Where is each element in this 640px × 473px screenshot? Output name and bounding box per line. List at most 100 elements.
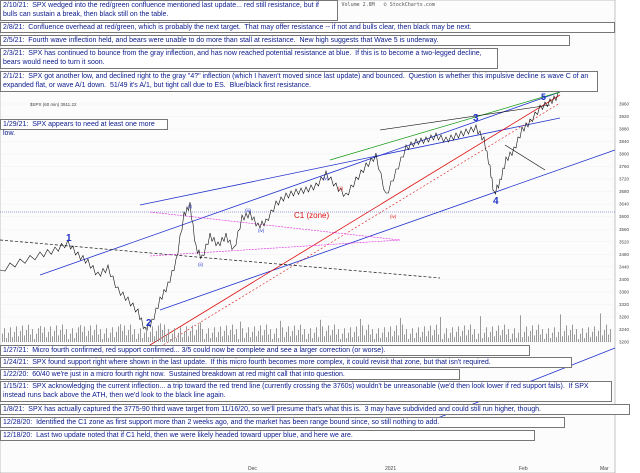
volume-bar <box>308 333 309 342</box>
volume-bar <box>602 335 603 342</box>
volume-bar <box>180 327 181 342</box>
price-axis-label: 3760 <box>619 164 630 169</box>
time-label-2021: 2021 <box>385 466 396 472</box>
volume-bar <box>264 330 265 342</box>
volume-bar <box>610 329 611 342</box>
price-axis-label: 3360 <box>619 289 630 294</box>
volume-bar <box>594 326 595 342</box>
volume-bar <box>238 339 239 342</box>
volume-bar <box>250 337 251 342</box>
wave-label-iv: (iv) <box>258 228 265 233</box>
note-2021-01-08: 1/8/21: SPX has actually captured the 37… <box>0 404 630 415</box>
time-label-mar: Mar <box>600 466 609 472</box>
volume-bar <box>446 328 447 342</box>
volume-bar <box>570 330 571 342</box>
volume-bar <box>218 331 219 342</box>
price-axis-label: 3720 <box>619 177 630 182</box>
note-2021-02-03: 2/3/21: SPX has continued to bounce from… <box>0 48 498 69</box>
volume-bar <box>370 334 371 342</box>
volume-bar <box>72 328 73 342</box>
volume-bar <box>460 336 461 342</box>
volume-bar <box>96 324 97 342</box>
volume-bar <box>118 326 119 342</box>
volume-bar <box>150 331 151 342</box>
volume-bar <box>234 334 235 342</box>
volume-bar <box>388 331 389 342</box>
volume-bar <box>356 326 357 342</box>
volume-bar <box>522 337 523 342</box>
volume-bar <box>576 329 577 342</box>
volume-bar <box>562 336 563 342</box>
volume-bar <box>404 334 405 342</box>
price-axis-label: 3400 <box>619 277 630 282</box>
black-upper-line <box>379 104 551 131</box>
volume-bar <box>542 329 543 342</box>
volume-bar <box>68 339 69 342</box>
price-axis-label: 3240 <box>619 327 630 332</box>
volume-bar <box>214 327 215 342</box>
volume-bar <box>30 334 31 342</box>
volume-bar <box>272 339 273 342</box>
price-axis-label: 3440 <box>619 264 630 269</box>
volume-bar <box>310 328 311 342</box>
black-dashed-line <box>0 239 441 279</box>
volume-bar <box>292 330 293 342</box>
volume-bar <box>516 338 517 342</box>
volume-bar <box>104 333 105 342</box>
volume-bar <box>252 331 253 342</box>
note-2021-02-10: 2/10/21: SPX wedged into the red/green c… <box>0 0 338 21</box>
volume-bar <box>400 318 401 342</box>
volume-bar <box>556 337 557 342</box>
volume-bar <box>32 329 33 342</box>
volume-bar <box>320 319 321 342</box>
volume-bar <box>284 337 285 342</box>
price-axis-label: 3480 <box>619 252 630 257</box>
volume-bar <box>438 334 439 342</box>
note-2020-12-28: 12/28/20: Identified the C1 zone as firs… <box>0 417 565 428</box>
volume-bar <box>100 329 101 342</box>
volume-bar <box>424 326 425 342</box>
volume-bar <box>546 333 547 342</box>
volume-bar <box>450 332 451 342</box>
volume-bar <box>106 328 107 342</box>
volume-bar <box>74 338 75 342</box>
volume-bar <box>224 330 225 342</box>
volume-bar <box>586 332 587 342</box>
note-2021-02-05: 2/5/21: Fourth wave inflection held, and… <box>0 35 570 46</box>
wave-label-iii: (iii) <box>245 208 251 213</box>
volume-bar <box>502 330 503 342</box>
volume-bar <box>300 324 301 342</box>
wave-label-3: 3 <box>473 113 479 124</box>
volume-bar <box>70 333 71 342</box>
volume-bar <box>38 328 39 342</box>
note-2021-02-01: 2/1/21: SPX got another low, and decline… <box>0 71 598 92</box>
volume-bar <box>2 333 3 342</box>
price-series-line <box>0 92 559 332</box>
volume-bar <box>520 315 521 342</box>
chart-legend: $SPX (60 min) 3911.22 <box>30 102 77 107</box>
volume-bar <box>456 331 457 342</box>
volume-bar <box>228 335 229 342</box>
volume-bar <box>172 333 173 342</box>
price-axis-label: 3200 <box>619 340 630 345</box>
volume-bar <box>332 330 333 342</box>
volume-bar <box>434 330 435 342</box>
volume-bar <box>204 339 205 342</box>
volume-bar <box>510 339 511 342</box>
volume-bar <box>156 330 157 342</box>
volume-bar <box>478 333 479 342</box>
volume-bar <box>368 324 369 342</box>
price-axis-label: 3920 <box>619 114 630 119</box>
volume-bar <box>468 330 469 342</box>
volume-bar <box>116 331 117 342</box>
price-axis-label: 3600 <box>619 214 630 219</box>
black-short-line <box>504 144 546 171</box>
volume-bar <box>452 327 453 342</box>
volume-bar <box>44 327 45 342</box>
volume-bar <box>560 314 561 342</box>
volume-bar <box>186 326 187 342</box>
wave-label-iv-red: (iv) <box>390 214 397 219</box>
volume-bar <box>140 328 141 342</box>
volume-bar <box>518 332 519 342</box>
volume-bar <box>508 329 509 342</box>
